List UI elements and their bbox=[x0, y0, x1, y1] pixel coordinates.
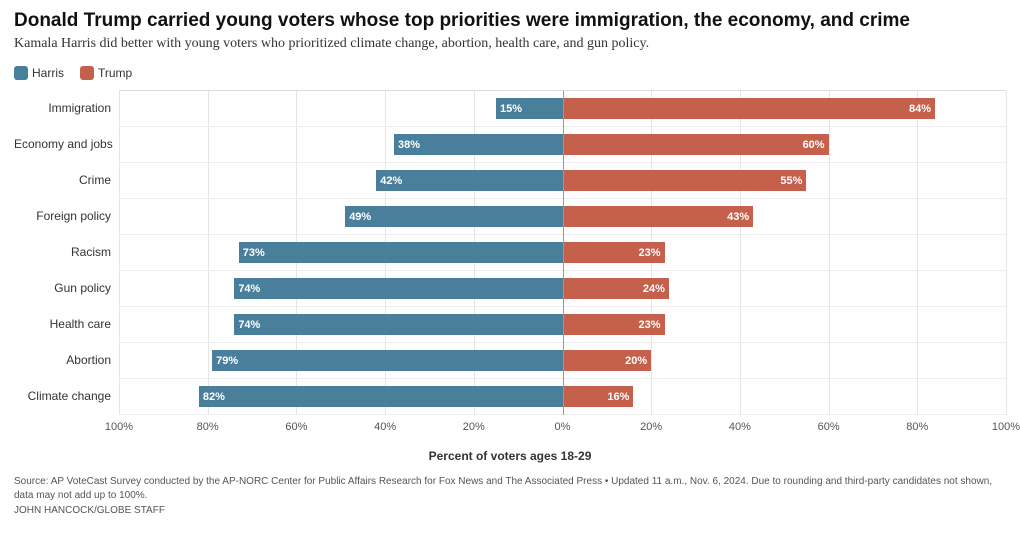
harris-bar: 73% bbox=[239, 242, 563, 263]
harris-value: 82% bbox=[203, 391, 225, 403]
harris-bar: 79% bbox=[212, 350, 562, 371]
harris-bar: 74% bbox=[234, 314, 562, 335]
trump-value: 16% bbox=[607, 391, 629, 403]
chart-row: 15% 84% bbox=[119, 91, 1006, 127]
chart: ImmigrationEconomy and jobsCrimeForeign … bbox=[14, 90, 1006, 415]
category-label: Climate change bbox=[14, 378, 111, 414]
harris-value: 73% bbox=[243, 247, 265, 259]
trump-value: 20% bbox=[625, 355, 647, 367]
chart-row: 49% 43% bbox=[119, 199, 1006, 235]
legend-swatch bbox=[80, 66, 94, 80]
trump-value: 84% bbox=[909, 103, 931, 115]
chart-row: 38% 60% bbox=[119, 127, 1006, 163]
harris-value: 74% bbox=[238, 319, 260, 331]
harris-bar: 15% bbox=[496, 98, 563, 119]
chart-row: 74% 24% bbox=[119, 271, 1006, 307]
trump-value: 60% bbox=[803, 139, 825, 151]
category-label: Crime bbox=[14, 162, 111, 198]
harris-value: 49% bbox=[349, 211, 371, 223]
x-tick-label: 80% bbox=[197, 421, 219, 433]
chart-row: 82% 16% bbox=[119, 379, 1006, 415]
trump-bar: 43% bbox=[563, 206, 754, 227]
x-tick-label: 20% bbox=[463, 421, 485, 433]
x-tick-label: 80% bbox=[906, 421, 928, 433]
x-tick-label: 20% bbox=[640, 421, 662, 433]
legend-item: Trump bbox=[80, 66, 132, 80]
x-tick-label: 0% bbox=[555, 421, 571, 433]
category-label: Abortion bbox=[14, 342, 111, 378]
trump-bar: 23% bbox=[563, 242, 665, 263]
harris-value: 38% bbox=[398, 139, 420, 151]
trump-value: 55% bbox=[780, 175, 802, 187]
harris-value: 42% bbox=[380, 175, 402, 187]
x-tick-label: 60% bbox=[818, 421, 840, 433]
category-label: Health care bbox=[14, 306, 111, 342]
category-label: Gun policy bbox=[14, 270, 111, 306]
credit-text: JOHN HANCOCK/GLOBE STAFF bbox=[14, 504, 1006, 518]
harris-bar: 49% bbox=[345, 206, 562, 227]
trump-bar: 20% bbox=[563, 350, 652, 371]
plot-area: 15% 84% 38% 60% 42% 55% 49% 43% 73% 23% 74% 24% 74% 2… bbox=[119, 90, 1006, 415]
chart-subtitle: Kamala Harris did better with young vote… bbox=[14, 36, 1006, 52]
legend-item: Harris bbox=[14, 66, 64, 80]
x-tick-label: 100% bbox=[105, 421, 133, 433]
chart-row: 79% 20% bbox=[119, 343, 1006, 379]
source-text: Source: AP VoteCast Survey conducted by … bbox=[14, 475, 1006, 502]
x-tick-label: 100% bbox=[992, 421, 1020, 433]
legend: Harris Trump bbox=[14, 66, 1006, 80]
x-tick-label: 40% bbox=[374, 421, 396, 433]
category-label: Economy and jobs bbox=[14, 126, 111, 162]
harris-bar: 74% bbox=[234, 278, 562, 299]
trump-value: 23% bbox=[638, 247, 660, 259]
trump-bar: 16% bbox=[563, 386, 634, 407]
gridline bbox=[1006, 91, 1007, 415]
trump-value: 23% bbox=[638, 319, 660, 331]
legend-label: Harris bbox=[32, 66, 64, 80]
x-tick-label: 40% bbox=[729, 421, 751, 433]
x-tick-label: 60% bbox=[285, 421, 307, 433]
trump-bar: 84% bbox=[563, 98, 936, 119]
y-axis-labels: ImmigrationEconomy and jobsCrimeForeign … bbox=[14, 90, 119, 415]
x-axis-label: Percent of voters ages 18-29 bbox=[14, 449, 1006, 463]
category-label: Foreign policy bbox=[14, 198, 111, 234]
x-axis: 100%80%60%40%20%0%20%40%60%80%100% bbox=[119, 415, 1006, 445]
legend-label: Trump bbox=[98, 66, 132, 80]
harris-value: 74% bbox=[238, 283, 260, 295]
trump-bar: 24% bbox=[563, 278, 669, 299]
harris-bar: 38% bbox=[394, 134, 563, 155]
chart-title: Donald Trump carried young voters whose … bbox=[14, 10, 1006, 32]
harris-bar: 42% bbox=[376, 170, 562, 191]
trump-bar: 55% bbox=[563, 170, 807, 191]
chart-row: 73% 23% bbox=[119, 235, 1006, 271]
category-label: Racism bbox=[14, 234, 111, 270]
harris-value: 15% bbox=[500, 103, 522, 115]
harris-value: 79% bbox=[216, 355, 238, 367]
trump-value: 43% bbox=[727, 211, 749, 223]
trump-bar: 60% bbox=[563, 134, 829, 155]
harris-bar: 82% bbox=[199, 386, 563, 407]
legend-swatch bbox=[14, 66, 28, 80]
footer: Source: AP VoteCast Survey conducted by … bbox=[14, 475, 1006, 518]
chart-row: 74% 23% bbox=[119, 307, 1006, 343]
trump-bar: 23% bbox=[563, 314, 665, 335]
category-label: Immigration bbox=[14, 90, 111, 126]
trump-value: 24% bbox=[643, 283, 665, 295]
chart-row: 42% 55% bbox=[119, 163, 1006, 199]
